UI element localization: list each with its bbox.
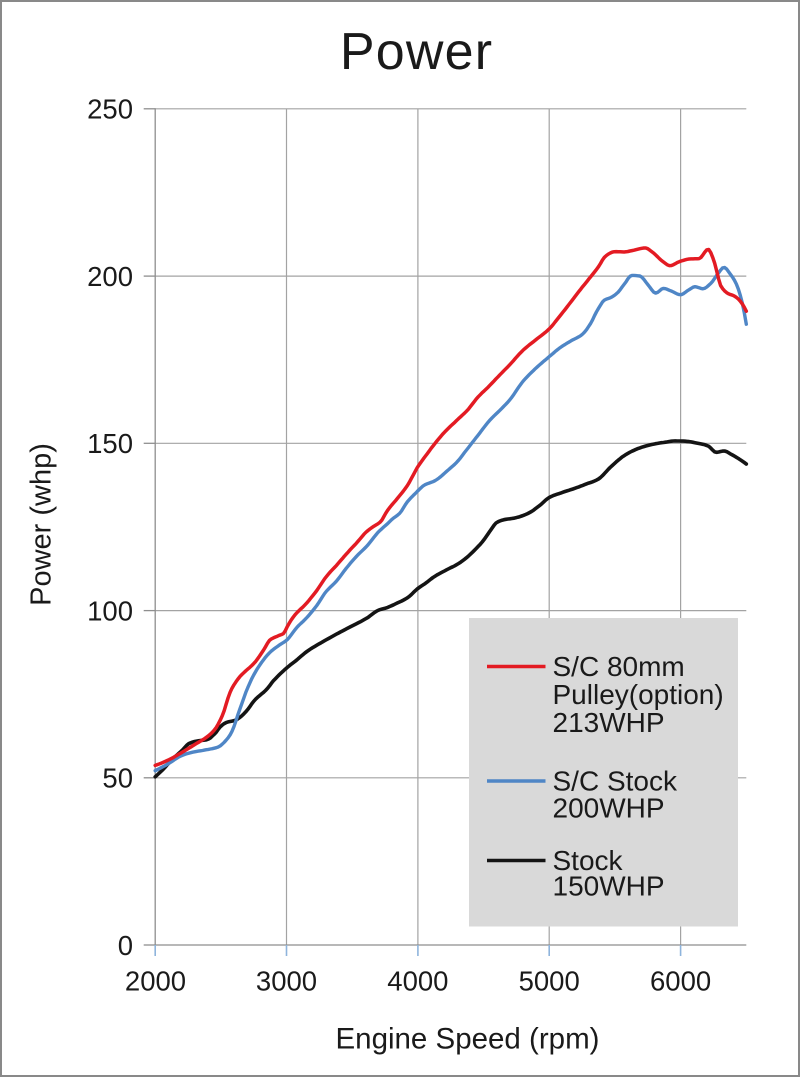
svg-text:200: 200 [87,261,133,292]
svg-text:3000: 3000 [256,965,317,996]
svg-text:Power: Power [340,23,493,81]
svg-text:213WHP: 213WHP [553,707,665,738]
svg-text:100: 100 [87,595,133,626]
svg-text:Engine Speed (rpm): Engine Speed (rpm) [335,1023,599,1056]
svg-text:Pulley(option): Pulley(option) [553,679,724,710]
svg-text:Power (whp): Power (whp) [26,443,58,606]
svg-text:S/C 80mm: S/C 80mm [553,651,685,682]
svg-text:200WHP: 200WHP [553,793,665,824]
svg-text:2000: 2000 [125,965,186,996]
svg-text:Stock: Stock [553,845,624,876]
svg-text:50: 50 [102,763,133,794]
svg-text:150: 150 [87,428,133,459]
svg-text:0: 0 [118,930,133,961]
svg-text:150WHP: 150WHP [553,871,665,902]
svg-text:6000: 6000 [650,965,711,996]
svg-text:250: 250 [87,94,133,125]
svg-text:5000: 5000 [519,965,580,996]
svg-text:S/C Stock: S/C Stock [553,766,678,797]
svg-text:4000: 4000 [387,965,448,996]
